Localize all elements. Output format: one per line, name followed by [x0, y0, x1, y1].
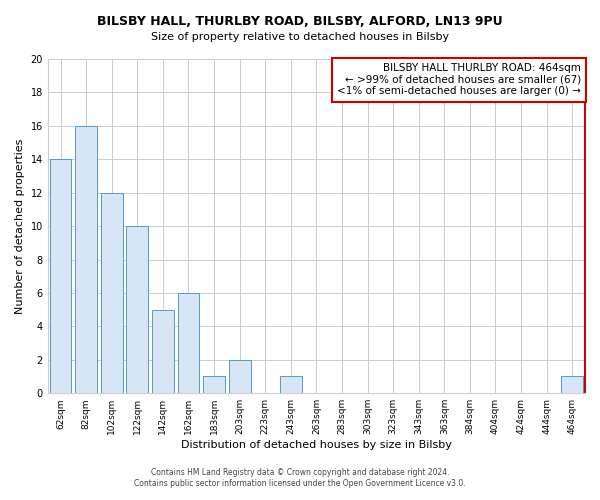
Bar: [101, 192, 122, 393]
Bar: [178, 293, 199, 393]
Y-axis label: Number of detached properties: Number of detached properties: [15, 138, 25, 314]
Bar: [229, 360, 251, 393]
Bar: [203, 376, 225, 393]
Bar: [562, 376, 583, 393]
Text: Size of property relative to detached houses in Bilsby: Size of property relative to detached ho…: [151, 32, 449, 42]
Bar: [127, 226, 148, 393]
Text: BILSBY HALL THURLBY ROAD: 464sqm
← >99% of detached houses are smaller (67)
<1% : BILSBY HALL THURLBY ROAD: 464sqm ← >99% …: [337, 63, 581, 96]
X-axis label: Distribution of detached houses by size in Bilsby: Distribution of detached houses by size …: [181, 440, 452, 450]
Text: BILSBY HALL, THURLBY ROAD, BILSBY, ALFORD, LN13 9PU: BILSBY HALL, THURLBY ROAD, BILSBY, ALFOR…: [97, 15, 503, 28]
Text: Contains HM Land Registry data © Crown copyright and database right 2024.
Contai: Contains HM Land Registry data © Crown c…: [134, 468, 466, 487]
Bar: [152, 310, 174, 393]
Bar: [280, 376, 302, 393]
Bar: [50, 160, 71, 393]
Bar: [75, 126, 97, 393]
